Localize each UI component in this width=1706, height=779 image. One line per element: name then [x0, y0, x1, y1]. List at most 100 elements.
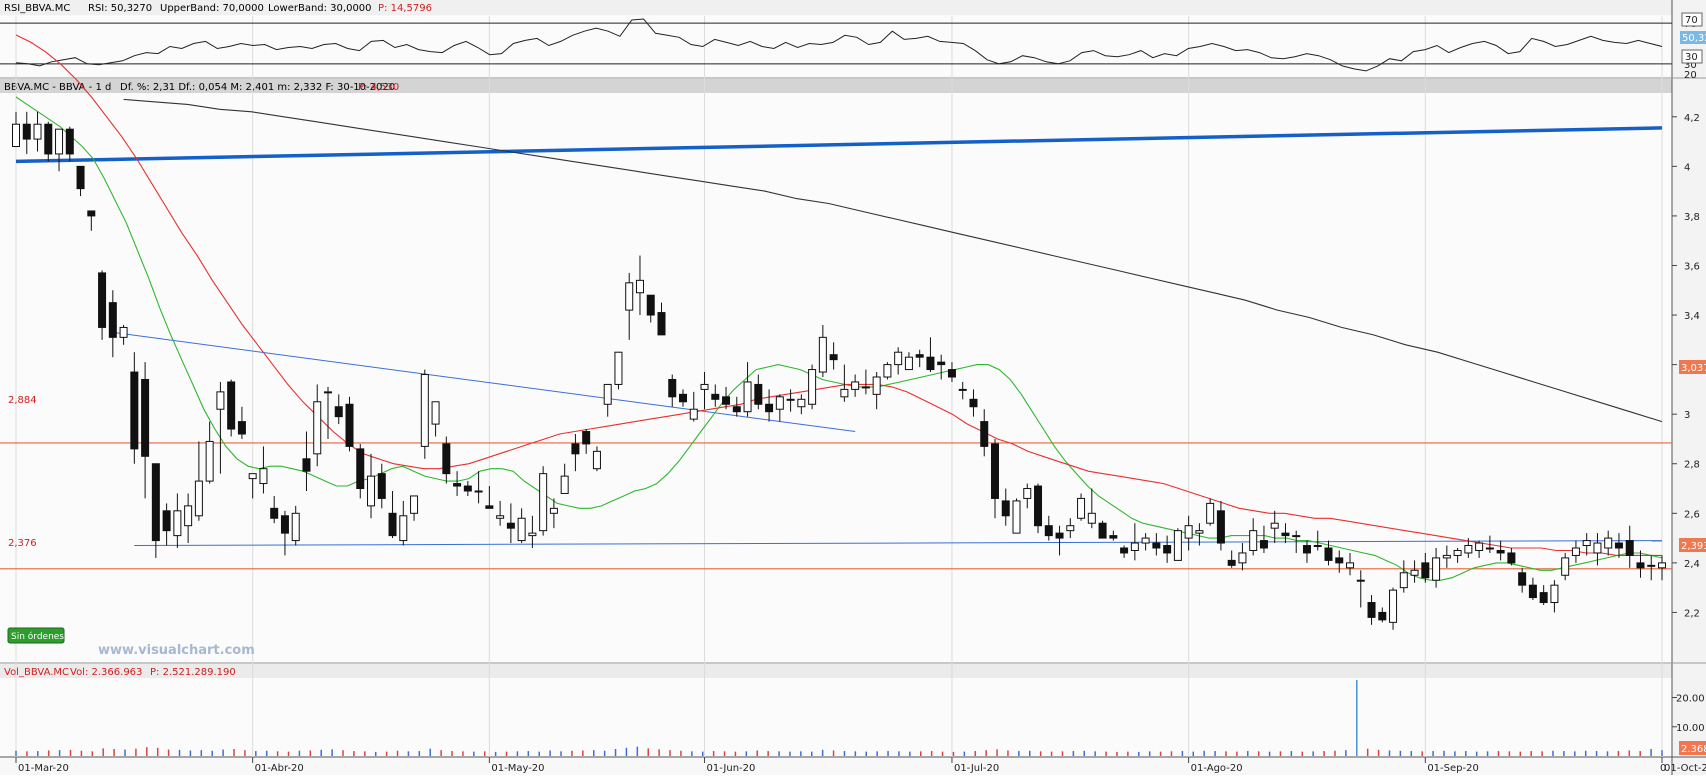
candle-body: [1066, 525, 1075, 532]
candle-body: [765, 403, 774, 413]
candle-body: [151, 463, 160, 542]
candle-body: [915, 354, 924, 358]
candle-body: [1141, 537, 1150, 544]
candle-body: [194, 480, 203, 517]
descending-trendline: [112, 331, 856, 433]
candle-body: [399, 515, 408, 542]
candle-body: [1259, 540, 1268, 549]
candle-body: [1399, 572, 1408, 589]
rsi-tick-label: 20: [1684, 70, 1697, 81]
rsi-line: [15, 18, 1663, 72]
candle-body: [732, 406, 741, 413]
candle-body: [528, 532, 537, 537]
candle-body: [1238, 552, 1247, 564]
svg-text:50,32: 50,32: [1682, 33, 1706, 44]
sin-ordenes-badge[interactable]: Sin órdenes: [7, 627, 65, 644]
candle-body: [592, 450, 601, 470]
price-tick-label: 3,6: [1684, 261, 1700, 272]
rsi-header-value: RSI: 50,3270: [88, 3, 152, 14]
candle-body: [506, 522, 515, 529]
y-axis-strip[interactable]: [1672, 0, 1706, 775]
candle-body: [323, 391, 332, 394]
candle-body: [259, 468, 268, 485]
candle-body: [646, 294, 655, 316]
candle-body: [861, 386, 870, 389]
candle-body: [1292, 535, 1301, 538]
candle-body: [980, 421, 989, 447]
x-tick-label: 01-Sep-20: [1427, 763, 1479, 774]
candle-body: [442, 443, 451, 475]
hline-upper-label: 2,884: [8, 395, 37, 406]
volume-tick-label: 10.00: [1676, 723, 1705, 734]
candle-body: [668, 378, 677, 398]
volume-header-vol: Vol: 2.366.963: [70, 667, 142, 678]
volume-last-badge: 2.368: [1679, 741, 1706, 755]
candle-body: [1195, 530, 1204, 534]
rsi-panel[interactable]: [0, 16, 1672, 76]
candle-body: [571, 443, 580, 455]
candle-body: [270, 507, 279, 519]
x-end-label: 0: [1660, 763, 1666, 774]
candle-body: [990, 443, 999, 499]
volume-plot: [15, 680, 1663, 756]
candle-body: [496, 515, 505, 519]
volume-header-name: Vol_BBVA.MC: [4, 667, 69, 678]
candle-body: [216, 391, 225, 410]
price-plot: [0, 34, 1672, 630]
candle-body: [1518, 572, 1527, 586]
x-tick-label: 01-May-20: [491, 763, 544, 774]
volume-header-bar: [0, 664, 1706, 678]
price-tick-label: 4,2: [1684, 113, 1700, 124]
candle-body: [1356, 579, 1365, 582]
candle-body: [1367, 602, 1376, 618]
sma-line-sma-fast: [15, 96, 1663, 581]
candle-body: [313, 401, 322, 455]
volume-panel[interactable]: [0, 678, 1672, 757]
candle-body: [1442, 554, 1451, 559]
rsi-header-lower: LowerBand: 30,0000: [268, 3, 372, 14]
candle-body: [141, 378, 150, 457]
candle-body: [625, 282, 634, 311]
svg-text:30: 30: [1685, 52, 1698, 63]
candle-body: [894, 351, 903, 366]
candle-body: [1582, 540, 1591, 547]
candle-body: [12, 123, 20, 148]
candle-body: [377, 473, 386, 499]
price-tick-label: 2,4: [1684, 559, 1700, 570]
candle-body: [485, 505, 494, 509]
candle-body: [356, 448, 365, 490]
candle-body: [87, 210, 96, 217]
candle-body: [1206, 502, 1215, 524]
candle-body: [679, 393, 688, 403]
candle-body: [1055, 532, 1064, 539]
candle-body: [33, 123, 42, 140]
candle-body: [1216, 510, 1225, 544]
candle-body: [1507, 552, 1516, 564]
volume-header-p: P: 2.521.289.190: [150, 667, 236, 678]
candle-body: [162, 510, 171, 532]
candle-body: [184, 505, 193, 527]
candle-body: [614, 351, 623, 385]
price-panel[interactable]: [0, 92, 1672, 662]
candle-body: [1173, 530, 1182, 561]
candle-body: [65, 128, 74, 155]
candle-body: [119, 326, 128, 338]
rsi-tick-label: 30: [1684, 60, 1697, 71]
candle-body: [1647, 564, 1656, 567]
candle-body: [775, 396, 784, 410]
candle-body: [1453, 549, 1462, 556]
candle-body: [1464, 545, 1473, 554]
rsi-header-p: P: 14,5796: [378, 3, 432, 14]
candle-body: [1249, 530, 1258, 551]
candle-body: [1604, 537, 1613, 549]
candle-body: [76, 165, 85, 190]
candle-body: [1421, 562, 1430, 579]
candle-body: [786, 398, 795, 401]
candle-body: [947, 369, 956, 378]
candle-body: [98, 272, 107, 328]
price-header-name: BBVA.MC - BBVA - 1 d: [4, 82, 111, 93]
candle-body: [367, 475, 376, 507]
price-header-bar: [0, 79, 1706, 93]
candle-body: [969, 398, 978, 408]
